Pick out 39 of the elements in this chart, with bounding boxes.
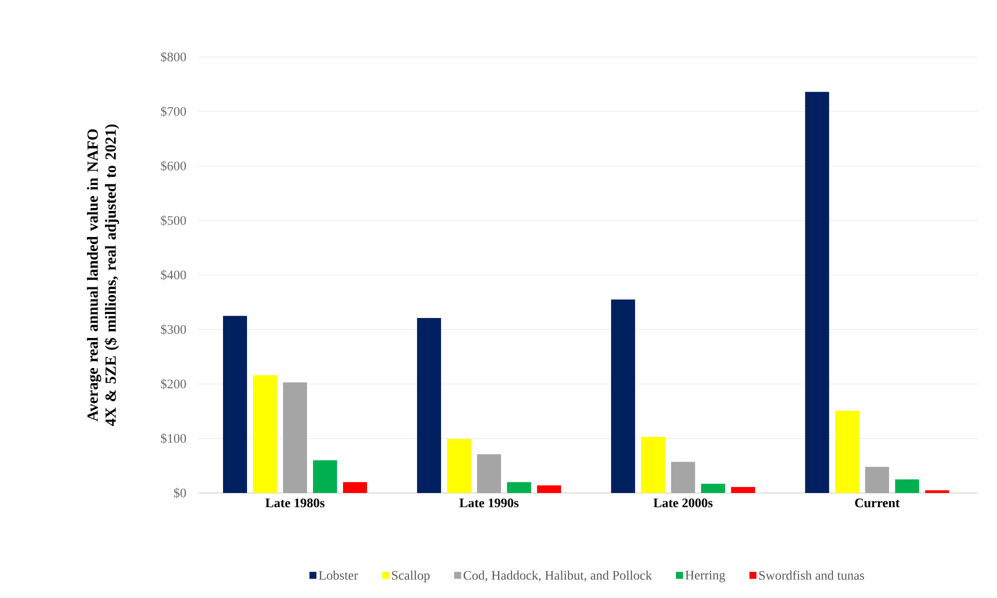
bar — [805, 92, 830, 493]
bar — [417, 318, 442, 493]
y-tick-label: $800 — [161, 52, 186, 62]
y-tick-label: $0 — [174, 488, 186, 498]
x-tick-label: Current — [855, 498, 900, 508]
bar — [865, 466, 890, 493]
legend-label: Herring — [685, 570, 726, 582]
x-tick-label: Late 1980s — [265, 498, 324, 508]
bar — [925, 490, 950, 493]
bar — [313, 460, 338, 493]
bar — [283, 382, 308, 493]
bar — [477, 454, 502, 493]
bar — [835, 410, 860, 493]
y-tick-label: $200 — [161, 378, 186, 390]
y-axis-title: Average real annual landed value in NAFO 4X & 5ZE ($ millions, real adjusted to 2021) — [86, 124, 120, 426]
y-tick-label: $400 — [161, 270, 186, 280]
legend-label: Cod, Haddock, Halibut, and Pollock — [464, 570, 652, 582]
x-tick-label: Late 2000s — [654, 498, 713, 508]
bar — [343, 482, 368, 493]
y-tick-label: $100 — [161, 433, 186, 444]
bar — [641, 436, 666, 493]
legend-label: Lobster — [318, 570, 358, 580]
y-tick-label: $500 — [161, 215, 186, 226]
legend-label: Swordfish and tunas — [759, 570, 864, 580]
x-tick-label: Late 1990s — [459, 498, 519, 508]
bar — [447, 439, 472, 493]
y-tick-label: $600 — [161, 160, 186, 172]
bar — [507, 482, 532, 493]
bar — [671, 462, 696, 493]
bar — [253, 375, 278, 493]
bar — [611, 300, 636, 493]
bar — [537, 485, 562, 493]
bar — [895, 479, 920, 493]
legend-label: Scallop — [392, 570, 430, 582]
y-tick-label: $700 — [161, 106, 186, 117]
bar — [701, 484, 726, 493]
y-tick-label: $300 — [161, 324, 186, 335]
bar — [223, 316, 248, 493]
bar — [731, 487, 756, 493]
